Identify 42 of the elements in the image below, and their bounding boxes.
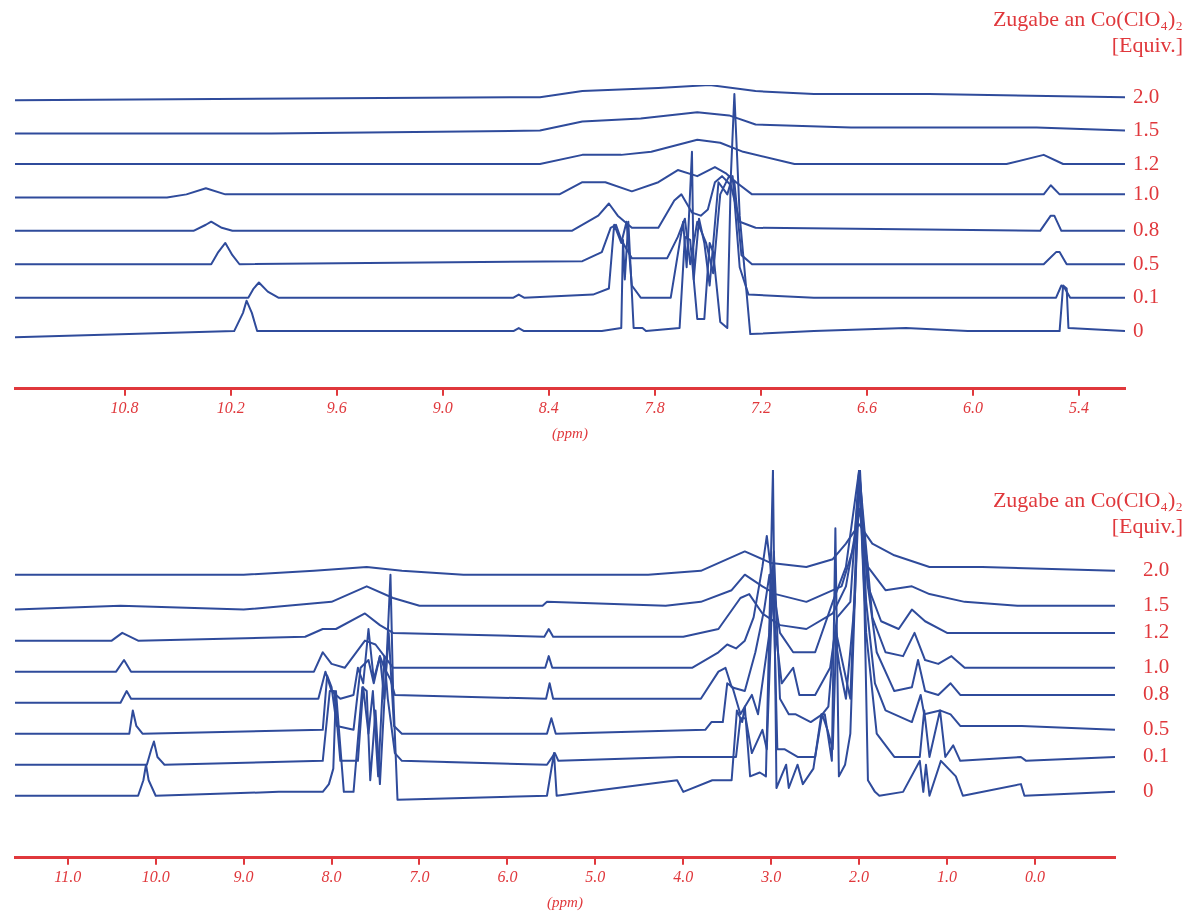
series-label: 2.0 xyxy=(1133,83,1160,108)
x-tick-label: 6.0 xyxy=(962,398,983,416)
x-tick-label: 3.0 xyxy=(760,867,782,885)
series-label: 1.2 xyxy=(1143,619,1170,644)
legend-title: Zugabe an Co(ClO₄)₂ [Equiv.] xyxy=(992,5,1183,57)
series-label: 1.0 xyxy=(1133,180,1160,205)
series-label: 1.0 xyxy=(1143,654,1170,679)
series-label: 0 xyxy=(1143,778,1154,803)
series-label: 0.8 xyxy=(1133,217,1160,242)
series-label: 0.1 xyxy=(1143,743,1170,768)
x-axis-title: (ppm) xyxy=(552,424,588,442)
x-tick-label: 9.0 xyxy=(432,398,453,416)
x-tick-label: 7.8 xyxy=(644,398,665,416)
x-tick-label: 6.0 xyxy=(497,867,518,885)
series-label: 1.5 xyxy=(1133,117,1160,142)
x-tick-label: 11.0 xyxy=(54,867,82,885)
series-label: 0.8 xyxy=(1143,681,1170,706)
x-tick-label: 9.6 xyxy=(326,398,347,416)
x-tick-label: 10.2 xyxy=(216,398,245,416)
x-tick-label: 9.0 xyxy=(233,867,254,885)
x-tick-label: 2.0 xyxy=(849,867,870,885)
x-tick-label: 1.0 xyxy=(937,867,958,885)
series-label: 1.2 xyxy=(1133,150,1160,175)
x-tick-label: 8.4 xyxy=(538,398,559,416)
x-axis-title: (ppm) xyxy=(547,893,583,911)
x-tick-label: 4.0 xyxy=(673,867,694,885)
x-tick-label: 7.0 xyxy=(409,867,430,885)
x-tick-label: 5.4 xyxy=(1069,398,1090,416)
series-label: 2.0 xyxy=(1143,557,1170,582)
x-tick-label: 6.6 xyxy=(856,398,877,416)
x-tick-label: 10.0 xyxy=(141,867,170,885)
x-tick-label: 10.8 xyxy=(110,398,139,416)
series-label: 0 xyxy=(1133,317,1144,342)
series-label: 0.5 xyxy=(1133,250,1160,275)
x-tick-label: 7.2 xyxy=(750,398,771,416)
series-label: 0.5 xyxy=(1143,716,1170,741)
x-tick-label: 8.0 xyxy=(321,867,342,885)
x-tick-label: 0.0 xyxy=(1024,867,1045,885)
x-tick-label: 5.0 xyxy=(585,867,606,885)
series-label: 1.5 xyxy=(1143,592,1170,617)
legend-title: Zugabe an Co(ClO₄)₂ [Equiv.] xyxy=(992,486,1183,538)
series-label: 0.1 xyxy=(1133,284,1160,309)
